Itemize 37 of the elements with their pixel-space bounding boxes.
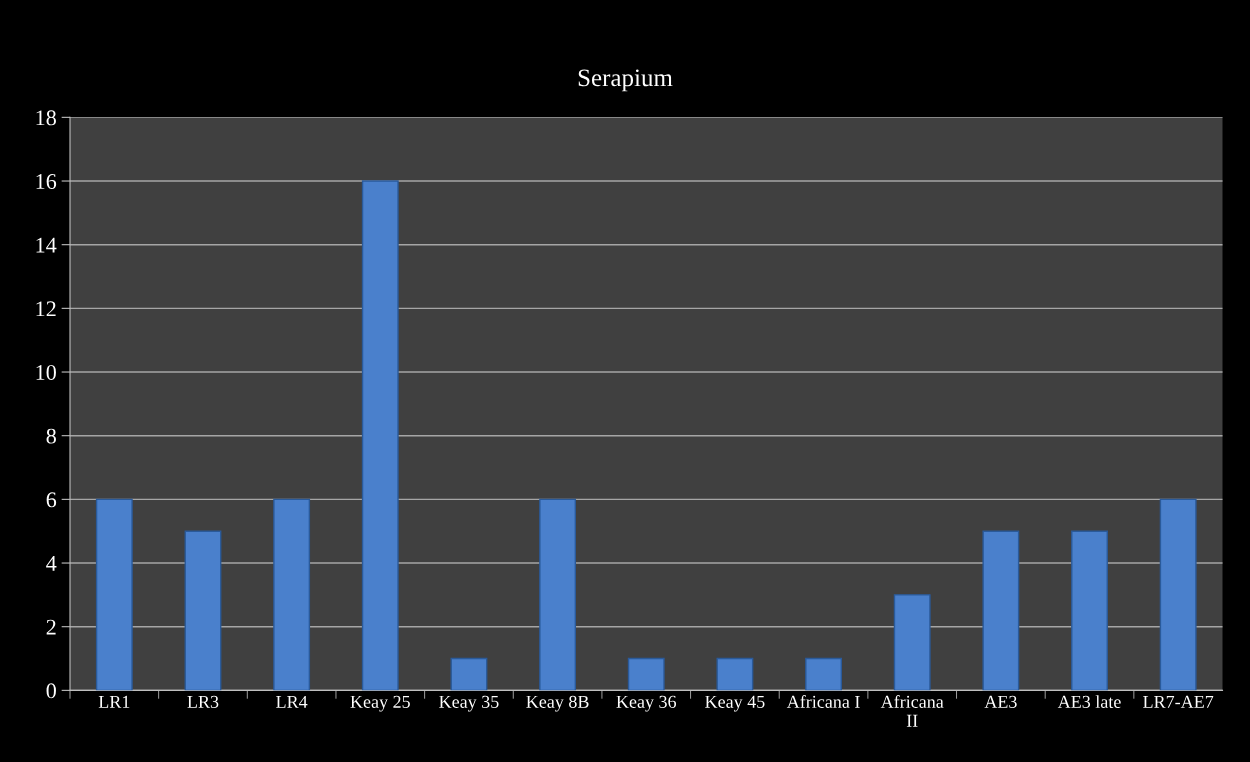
x-tick-label: LR4: [276, 695, 308, 708]
y-tick-label: 16: [36, 174, 57, 189]
bar: [893, 594, 931, 691]
bar: [539, 498, 577, 691]
x-tick-label: Keay 8B: [526, 695, 589, 712]
x-tick-label: LR3: [187, 695, 219, 708]
bar: [450, 657, 488, 691]
x-tick-label: Keay 36: [616, 695, 677, 712]
x-tick-label: AE3 late: [1057, 695, 1121, 708]
x-tick-label: AE3: [984, 695, 1017, 708]
y-tick-label: 2: [46, 619, 56, 635]
bar: [273, 498, 311, 691]
bar: [805, 657, 842, 691]
bar: [982, 530, 1020, 691]
x-tick-label: LR7-AE7: [1143, 695, 1214, 708]
y-tick-label: 8: [46, 428, 56, 444]
y-tick-label: 10: [36, 364, 56, 380]
x-tick-label: Africana II: [880, 695, 944, 727]
y-tick-label: 4: [46, 556, 57, 571]
x-tick-label: LR1: [98, 695, 130, 708]
y-tick-label: 14: [36, 237, 57, 253]
bar: [184, 530, 222, 691]
x-tick-label: Keay 25: [350, 695, 410, 712]
bar: [1071, 530, 1108, 691]
bar: [1159, 498, 1197, 691]
bar: [716, 657, 754, 691]
chart-title: Serapium: [578, 69, 673, 92]
x-tick-label: Keay 35: [439, 695, 499, 712]
y-tick-label: 18: [36, 110, 56, 126]
bar: [627, 657, 665, 691]
bar: [95, 498, 133, 691]
x-tick-label: Africana I: [786, 695, 860, 708]
y-tick-label: 12: [36, 301, 56, 317]
y-tick-label: 6: [46, 492, 57, 508]
bar: [361, 180, 399, 691]
x-tick-label: Keay 45: [705, 695, 765, 712]
y-tick-label: 0: [46, 683, 56, 699]
